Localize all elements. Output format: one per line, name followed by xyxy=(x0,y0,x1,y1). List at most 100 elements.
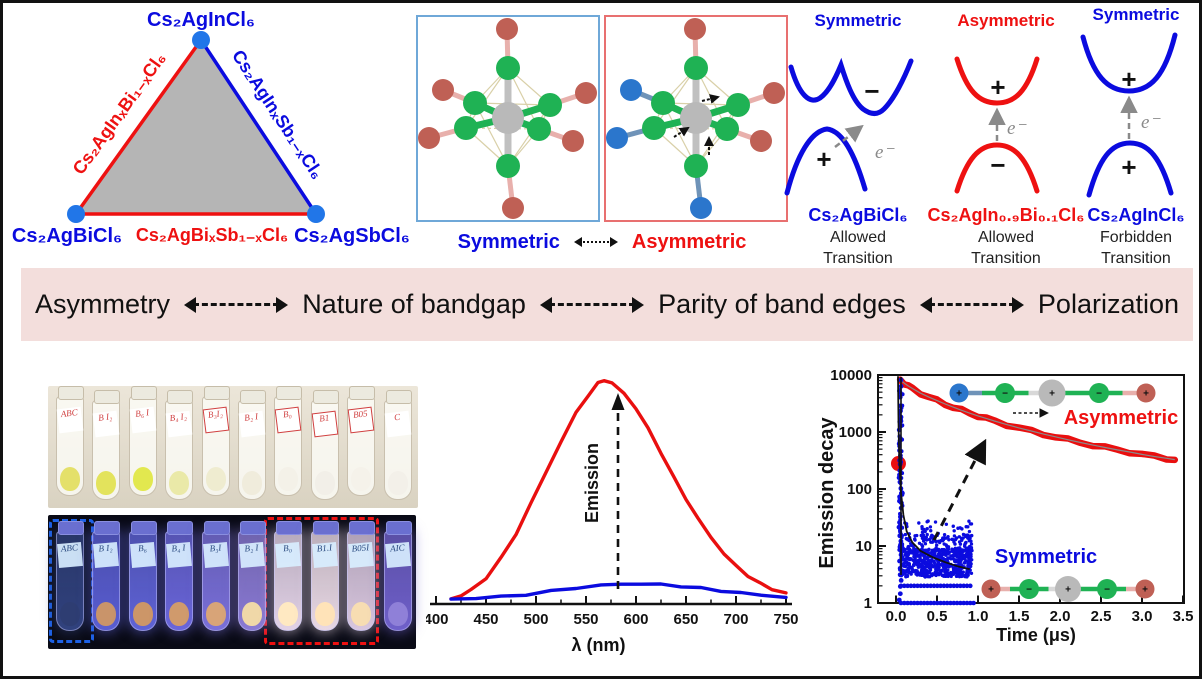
dashed-double-arrow-icon xyxy=(532,296,652,314)
dashed-double-arrow-icon xyxy=(176,296,296,314)
vb-parity-sign: + xyxy=(816,144,832,174)
cb-parity-sign: + xyxy=(990,72,1006,102)
vial-label: ABC xyxy=(56,406,84,434)
transition-label: Allowed xyxy=(977,229,1035,246)
electron-label: e⁻ xyxy=(875,142,894,163)
vertex-dot xyxy=(192,31,210,49)
x-tick-label: 600 xyxy=(623,611,648,628)
asymmetric-caption: Asymmetric xyxy=(631,230,747,253)
powder-sample xyxy=(387,471,408,495)
atom-sign: − xyxy=(1096,389,1102,400)
series-Symmetric (weak PL) xyxy=(449,582,788,601)
emission-arrow-label: Emission xyxy=(582,442,602,524)
powder-sample xyxy=(169,471,190,495)
powder-sample xyxy=(132,602,153,626)
decay-y-axis-label: Emission decay xyxy=(816,417,838,569)
atom-sign: + xyxy=(1065,585,1071,596)
powder-sample xyxy=(351,467,372,491)
y-tick-label: 1 xyxy=(864,595,872,612)
emission-decay-plot: 1 10 100 1000 10000 0.0 0.5 1.0 1.5 2.0 2.5 3.0 3.5 +… xyxy=(830,367,1193,625)
vial-label: B05 xyxy=(347,406,375,434)
vial-label: B₂ I xyxy=(238,541,266,569)
x-tick-label: 500 xyxy=(523,611,548,628)
band-title: Asymmetric xyxy=(957,11,1055,30)
transition-label: Transition xyxy=(971,250,1041,267)
vertex-dot xyxy=(67,205,85,223)
arrow-icon xyxy=(932,438,987,541)
emission-spectrum-chart: 400 450 500 550 600 650 700 750 Emission λ (nm) xyxy=(423,363,799,676)
band-diagram-asymmetric-alloy: Asymmetric + − e⁻ Cs₂AgIn₀.₉Bi₀.₁Cl₆ All… xyxy=(928,7,1085,269)
x-tick-label: 450 xyxy=(473,611,498,628)
uv-vials-photo: ABC B I₂ B₆ B₄ I B₃I B₂ I B₀ B1.I B05I AIC xyxy=(48,515,416,649)
vial-label: B₃I xyxy=(202,541,229,569)
vial-label: B₄ I₂ xyxy=(165,410,193,438)
transition-label: Forbidden xyxy=(1099,229,1173,246)
x-tick-label: 0.5 xyxy=(927,608,948,623)
powder-sample xyxy=(205,467,226,491)
vertex-label-bottom-right: Cs₂AgSbCl₆ xyxy=(294,225,410,247)
powder-sample xyxy=(96,602,117,626)
powder-sample xyxy=(242,602,262,626)
cb-parity-sign: + xyxy=(1121,64,1137,94)
band-diagram-symmetric-bi: Symmetric − + e⁻ Cs₂AgBiCl₆ Allowed Tran… xyxy=(783,7,933,269)
cb-parity-sign: − xyxy=(864,76,880,106)
x-tick-label: 1.0 xyxy=(968,608,989,623)
compound-label: Cs₂AgInCl₆ xyxy=(1087,205,1185,225)
powder-sample xyxy=(278,602,299,626)
edge-label-bottom: Cs₂AgBiₓSb₁₋ₓCl₆ xyxy=(135,225,289,245)
powder-sample xyxy=(314,602,335,626)
powder-sample xyxy=(96,471,117,495)
phase-triangle-panel: Cs₂AgInCl₆ Cs₂AgBiCl₆ Cs₂AgSbCl₆ Cs₂AgIn… xyxy=(11,7,421,265)
phase-triangle-graphic xyxy=(67,31,325,223)
concept-banner: Asymmetry Nature of bandgap Parity of ba… xyxy=(21,268,1193,341)
atom-sign: + xyxy=(1143,389,1149,400)
powder-sample xyxy=(60,467,80,491)
arrow-up-icon xyxy=(611,393,625,410)
powder-sample xyxy=(132,467,153,491)
decay-x-axis-label: Time (μs) xyxy=(996,625,1076,645)
atom-sign: + xyxy=(956,389,962,400)
x-tick-label: 2.5 xyxy=(1091,608,1112,623)
y-tick-label: 10 xyxy=(855,538,872,555)
vial-label: B₆ I xyxy=(129,406,157,434)
vial-label: AIC xyxy=(384,541,411,569)
electron-label: e⁻ xyxy=(1007,118,1026,139)
banner-item-parity: Parity of band edges xyxy=(658,289,906,319)
band-curves xyxy=(1080,32,1178,198)
powder-sample xyxy=(205,602,226,626)
vertex-dot xyxy=(307,205,325,223)
compound-label: Cs₂AgIn₀.₉Bi₀.₁Cl₆ xyxy=(927,205,1085,225)
octahedra-caption: Symmetric Asymmetric xyxy=(408,227,796,257)
emission-decay-chart: 1 10 100 1000 10000 0.0 0.5 1.0 1.5 2.0 2.5 3.0 3.5 +… xyxy=(801,363,1199,676)
symmetric-caption: Symmetric xyxy=(457,230,560,253)
symmetric-decay-fit xyxy=(897,376,971,571)
chain-inset: + − + − + xyxy=(949,379,1156,418)
electron-label: e⁻ xyxy=(1141,112,1160,133)
banner-item-polarization: Polarization xyxy=(1037,289,1179,319)
x-tick-label: 0.0 xyxy=(886,608,907,623)
powder-sample xyxy=(242,471,262,495)
vial-label: C xyxy=(384,410,411,438)
vial-label: B₆ xyxy=(129,541,156,569)
vial-label: ABC xyxy=(56,541,84,569)
vial-label: B₄ I xyxy=(166,541,193,569)
powder-sample xyxy=(278,467,299,491)
x-tick-label: 3.0 xyxy=(1132,608,1153,623)
emission-x-axis-label: λ (nm) xyxy=(571,635,626,655)
band-curves xyxy=(954,56,1040,194)
y-tick-label: 10000 xyxy=(830,367,872,384)
x-tick-label: 400 xyxy=(426,611,449,628)
band-diagram-symmetric-in: Symmetric + + e⁻ Cs₂AgInCl₆ Forbidden Tr… xyxy=(1067,3,1199,267)
banner-item-asymmetry: Asymmetry xyxy=(35,289,170,319)
transition-label: Transition xyxy=(1101,250,1171,267)
atom-sign: − xyxy=(1026,585,1032,596)
powder-sample xyxy=(60,602,80,626)
y-tick-label: 100 xyxy=(847,481,872,498)
vial-label: B I₂ xyxy=(93,541,120,569)
vertex-label-top: Cs₂AgInCl₆ xyxy=(147,9,255,31)
powder-sample xyxy=(351,602,372,626)
vial-label: B05I xyxy=(348,541,375,569)
atom-sign: − xyxy=(1002,389,1008,400)
vial-label: B₀ xyxy=(275,541,302,569)
